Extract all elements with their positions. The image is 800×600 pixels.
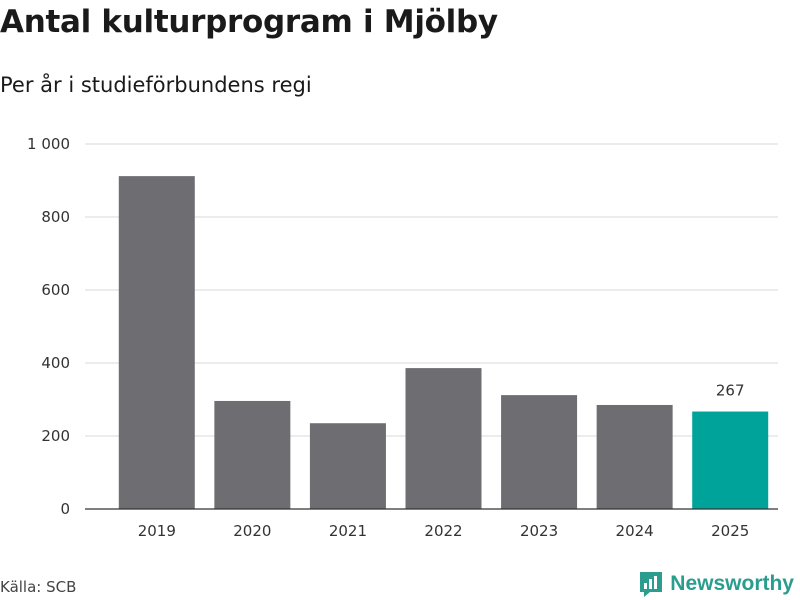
x-tick-label: 2020 [233, 522, 271, 540]
bar-2021 [309, 423, 386, 509]
y-tick-label: 400 [41, 354, 70, 372]
bar-2024 [596, 404, 673, 509]
y-tick-label: 0 [60, 500, 70, 518]
newsworthy-logo-icon [640, 572, 663, 597]
bar-2023 [501, 395, 578, 509]
brand-logo: Newsworthy [638, 570, 794, 598]
x-tick-label: 2024 [616, 522, 654, 540]
x-tick-label: 2025 [711, 522, 749, 540]
chart-title: Antal kulturprogram i Mjölby [0, 4, 498, 40]
bar-2020 [214, 400, 291, 509]
y-tick-label: 800 [41, 208, 70, 226]
bar-2025 [692, 411, 769, 509]
brand-name: Newsworthy [670, 572, 794, 595]
bar-2019 [118, 176, 195, 509]
bar-chart: 0 200 400 600 800 1 000 2019 2020 2021 2022 2023 20… [27, 135, 778, 540]
y-tick-label: 600 [41, 281, 70, 299]
x-tick-label: 2023 [520, 522, 558, 540]
y-tick-label: 1 000 [27, 135, 70, 153]
source-note: Källa: SCB [0, 578, 77, 596]
x-tick-label: 2021 [329, 522, 367, 540]
chart-subtitle: Per år i studieförbundens regi [0, 73, 312, 97]
data-label: 267 [716, 382, 745, 400]
y-tick-label: 200 [41, 427, 70, 445]
x-tick-label: 2019 [138, 522, 176, 540]
bar-2022 [405, 368, 482, 509]
x-tick-label: 2022 [424, 522, 462, 540]
